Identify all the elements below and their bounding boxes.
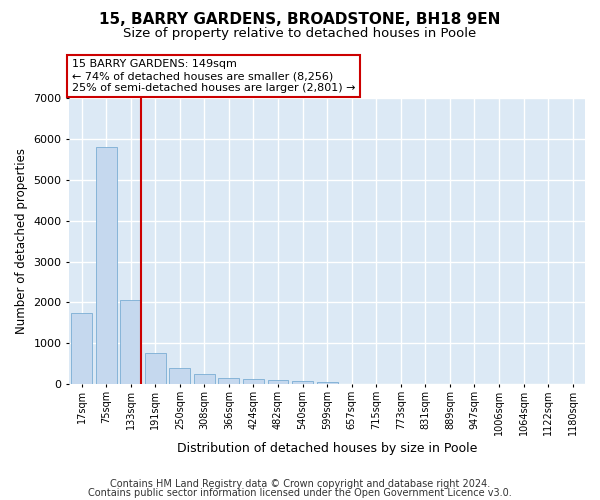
Bar — [71, 312, 92, 384]
Bar — [194, 374, 215, 384]
Text: 15 BARRY GARDENS: 149sqm
← 74% of detached houses are smaller (8,256)
25% of sem: 15 BARRY GARDENS: 149sqm ← 74% of detach… — [72, 60, 355, 92]
Text: 15, BARRY GARDENS, BROADSTONE, BH18 9EN: 15, BARRY GARDENS, BROADSTONE, BH18 9EN — [100, 12, 500, 28]
Bar — [243, 379, 264, 384]
Bar — [317, 382, 338, 384]
Bar — [96, 148, 116, 384]
Bar — [292, 380, 313, 384]
Bar — [120, 300, 141, 384]
Text: Size of property relative to detached houses in Poole: Size of property relative to detached ho… — [124, 26, 476, 40]
Bar — [268, 380, 289, 384]
Bar — [145, 354, 166, 384]
Bar — [218, 378, 239, 384]
Bar — [169, 368, 190, 384]
Text: Contains public sector information licensed under the Open Government Licence v3: Contains public sector information licen… — [88, 488, 512, 498]
Text: Contains HM Land Registry data © Crown copyright and database right 2024.: Contains HM Land Registry data © Crown c… — [110, 479, 490, 489]
X-axis label: Distribution of detached houses by size in Poole: Distribution of detached houses by size … — [177, 442, 478, 455]
Y-axis label: Number of detached properties: Number of detached properties — [15, 148, 28, 334]
